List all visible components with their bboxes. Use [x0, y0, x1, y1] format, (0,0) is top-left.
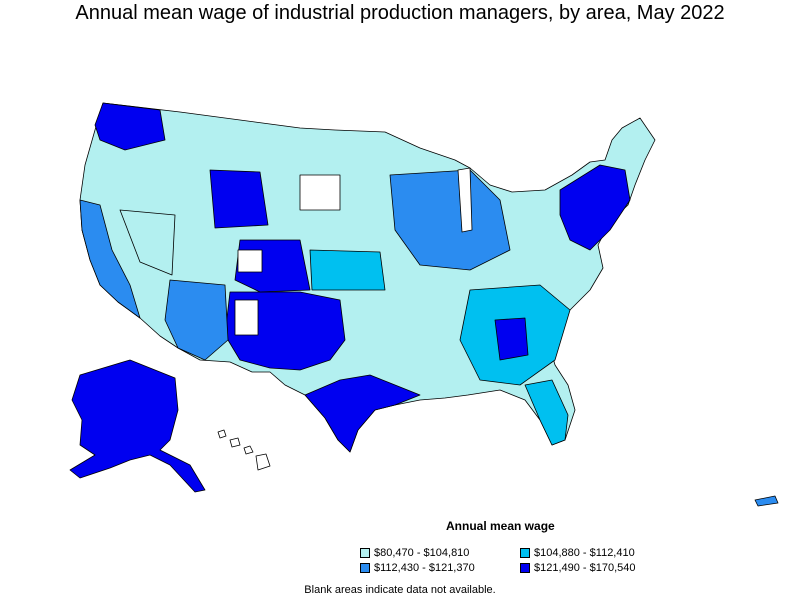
legend-label: $121,490 - $170,540 — [534, 562, 636, 574]
footnote: Blank areas indicate data not available. — [304, 584, 496, 596]
region-blank-nm — [234, 299, 259, 336]
puerto-rico-shape — [754, 495, 779, 507]
region-lake-michigan — [457, 167, 473, 233]
legend-label: $112,430 - $121,370 — [374, 562, 475, 574]
legend-item-band-1: $80,470 - $104,810 — [360, 547, 469, 559]
legend-item-band-2: $104,880 - $112,410 — [520, 547, 635, 559]
region-blank-nd — [299, 174, 341, 211]
region-pacific-northwest — [94, 102, 166, 151]
legend-label: $80,470 - $104,810 — [374, 547, 470, 559]
legend-swatch — [520, 563, 530, 573]
legend-swatch — [520, 548, 530, 558]
legend-swatch — [360, 563, 370, 573]
region-arizona — [164, 279, 229, 361]
region-florida — [524, 379, 569, 446]
region-wyoming — [209, 169, 269, 229]
alaska-shape — [69, 359, 206, 493]
hawaii-shape — [217, 429, 271, 471]
region-texas-gulf — [304, 374, 421, 453]
map-title: Annual mean wage of industrial productio… — [75, 2, 725, 24]
legend-title: Annual mean wage — [446, 519, 555, 533]
legend-item-band-3: $112,430 - $121,370 — [360, 562, 475, 574]
legend-swatch — [360, 548, 370, 558]
region-georgia — [494, 317, 529, 361]
region-california — [79, 199, 141, 319]
region-kansas — [309, 249, 386, 291]
region-blank-plains — [237, 249, 263, 273]
region-midwest — [389, 169, 511, 271]
region-nevada — [119, 209, 176, 276]
legend-label: $104,880 - $112,410 — [534, 547, 635, 559]
legend-item-band-4: $121,490 - $170,540 — [520, 562, 636, 574]
region-northeast — [559, 164, 631, 251]
